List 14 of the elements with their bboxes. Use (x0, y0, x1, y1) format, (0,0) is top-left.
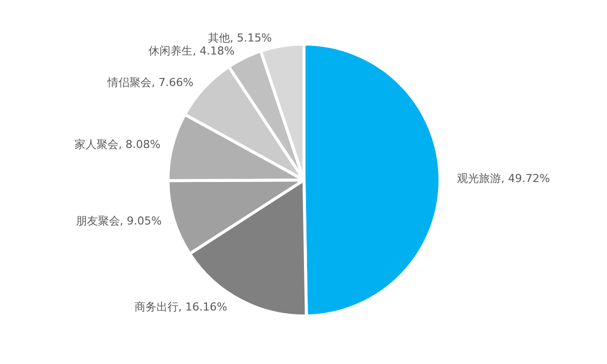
slice-label: 商务出行 (134, 300, 178, 314)
slice-label: 家人聚会 (74, 138, 118, 151)
data-label: , 49.72% (500, 172, 550, 186)
data-label: , 16.16% (178, 300, 228, 314)
data-label: , 7.66% (152, 76, 194, 89)
data-label: , 9.05% (120, 214, 162, 228)
slice-label: 观光旅游 (456, 172, 501, 186)
slice-label: 其他 (208, 31, 230, 44)
data-label: , 4.18% (192, 44, 235, 58)
slice-label: 情侣聚会 (106, 76, 152, 89)
slice-label: 休闲养生 (148, 44, 193, 58)
slice-label: 朋友聚会 (76, 214, 120, 228)
data-label: , 8.08% (118, 138, 160, 151)
data-label: , 5.15% (230, 31, 272, 44)
